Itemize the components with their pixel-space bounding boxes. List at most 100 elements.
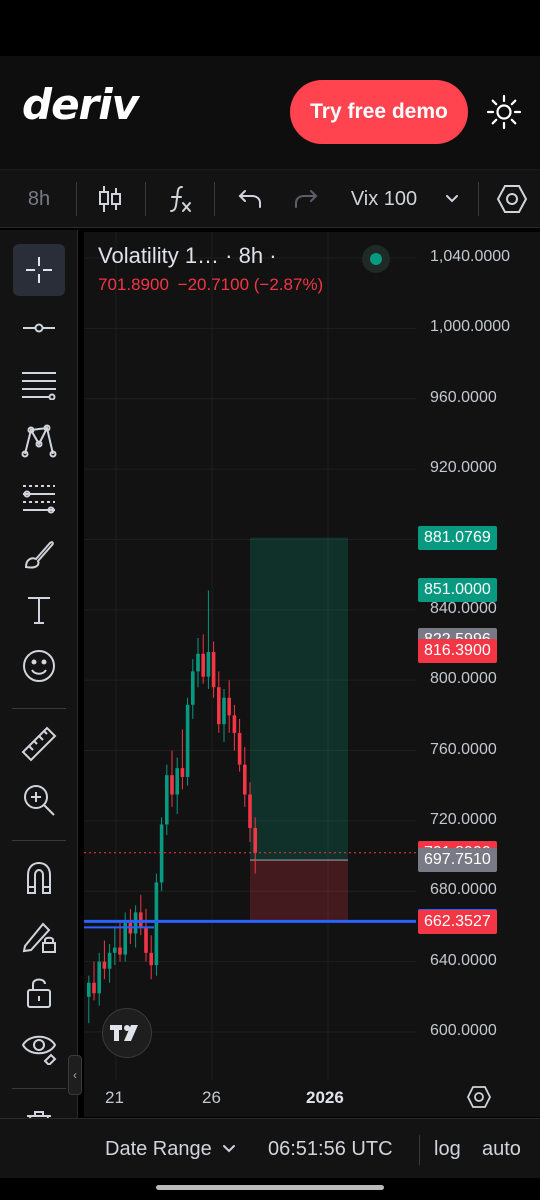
candle-body	[133, 912, 138, 934]
candle-body	[92, 982, 96, 994]
candle-body	[180, 768, 185, 777]
collapse-panel-handle[interactable]: ‹	[68, 1055, 82, 1095]
chart-legend: Volatility 1… · 8h · 701.8900 −20.7100 (…	[98, 243, 323, 295]
try-free-demo-button[interactable]: Try free demo	[290, 80, 468, 144]
long-short-position-icon[interactable]	[13, 472, 65, 524]
chart-area[interactable]	[84, 232, 540, 1117]
y-tick-label: 840.0000	[430, 599, 497, 617]
candle-body	[217, 687, 221, 725]
app-header: deriv Try free demo	[0, 56, 540, 170]
candle-body	[211, 652, 216, 688]
bottom-divider	[419, 1135, 420, 1165]
zoom-in-icon[interactable]	[13, 774, 65, 826]
candle-body	[97, 961, 101, 994]
candle-body	[139, 912, 143, 927]
ruler-icon[interactable]	[13, 718, 65, 770]
y-tick-label: 960.0000	[430, 388, 497, 406]
candlestick-chart[interactable]	[84, 232, 540, 1117]
candle-body	[165, 775, 169, 825]
toolbar-divider	[214, 182, 215, 216]
bottom-bar: Date Range 06:51:56 UTC log auto	[0, 1118, 540, 1178]
price-change: −20.7100	[177, 275, 250, 294]
chart-settings-icon[interactable]	[466, 1085, 492, 1114]
date-range-button[interactable]: Date Range	[105, 1119, 236, 1179]
candle-body	[248, 794, 252, 828]
candle-body	[232, 715, 237, 733]
horizontal-ray-icon[interactable]	[13, 302, 65, 354]
tradingview-logo[interactable]	[102, 1008, 152, 1058]
profit-zone	[250, 537, 348, 861]
candle-body	[243, 764, 247, 795]
y-tick-label: 1,040.0000	[430, 248, 511, 265]
toolbar-divider	[76, 182, 77, 216]
price-change-pct: (−2.87%)	[253, 275, 324, 294]
brush-icon[interactable]	[13, 528, 65, 580]
candle-body	[149, 952, 153, 966]
candle-body	[113, 947, 117, 953]
toolbar-divider	[145, 182, 146, 216]
candle-body	[159, 824, 164, 883]
candle-body	[102, 961, 107, 969]
chart-toolbar: 8h Vix 100	[0, 170, 540, 228]
price-tag: 662.3527	[418, 910, 497, 935]
undo-icon[interactable]	[230, 170, 270, 228]
candle-body	[175, 768, 179, 795]
deriv-logo[interactable]: deriv	[22, 80, 139, 129]
emoji-icon[interactable]	[13, 640, 65, 692]
pattern-icon[interactable]	[13, 414, 65, 466]
candles-icon[interactable]	[90, 170, 130, 228]
y-tick-label: 760.0000	[430, 740, 497, 758]
system-nav-bar	[0, 1178, 540, 1200]
text-icon[interactable]	[13, 584, 65, 636]
candle-body	[237, 732, 242, 765]
crosshair-icon[interactable]	[13, 244, 65, 296]
home-handle[interactable]	[156, 1185, 384, 1190]
magnet-icon[interactable]	[13, 852, 65, 904]
candle-body	[206, 652, 211, 677]
candle-body	[87, 982, 91, 997]
chevron-down-icon[interactable]	[440, 170, 464, 228]
toolbar-divider	[478, 182, 479, 216]
x-tick-26: 26	[202, 1088, 221, 1107]
time-axis[interactable]: 21 26 2026	[84, 1080, 540, 1118]
price-tag: 697.7510	[418, 848, 497, 873]
y-tick-label: 920.0000	[430, 459, 497, 477]
x-tick-2026: 2026	[306, 1088, 344, 1107]
indicators-icon[interactable]	[160, 170, 200, 228]
candle-body	[123, 922, 127, 955]
unlock-icon[interactable]	[13, 966, 65, 1018]
auto-scale-toggle[interactable]: auto	[482, 1137, 521, 1160]
drawing-tools-panel	[0, 230, 78, 1160]
panel-divider	[12, 1088, 66, 1089]
status-bar	[0, 0, 540, 56]
y-tick-label: 600.0000	[430, 1022, 497, 1039]
y-tick-label: 640.0000	[430, 951, 497, 969]
sun-icon[interactable]	[486, 94, 522, 130]
y-tick-label: 680.0000	[430, 881, 497, 899]
y-tick-label: 1,000.0000	[430, 318, 511, 336]
lock-drawings-icon[interactable]	[13, 910, 65, 962]
date-range-label: Date Range	[105, 1137, 212, 1160]
symbol-title[interactable]: Volatility 1… · 8h ·	[98, 243, 277, 268]
candle-body	[191, 671, 195, 705]
symbol-selector[interactable]: Vix 100	[350, 187, 418, 210]
price-tag: 851.0000	[418, 578, 497, 603]
panel-divider	[12, 708, 66, 709]
interval-selector[interactable]: 8h	[27, 187, 51, 210]
candle-body	[196, 653, 200, 672]
candle-body	[201, 653, 205, 677]
ohlc-values: 701.8900 −20.7100 (−2.87%)	[98, 275, 323, 295]
x-tick-21: 21	[105, 1088, 124, 1107]
redo-icon[interactable]	[286, 170, 326, 228]
eye-icon[interactable]	[13, 1022, 65, 1074]
settings-icon[interactable]	[492, 170, 532, 228]
candle-body	[222, 697, 226, 725]
log-toggle[interactable]: log	[434, 1137, 461, 1160]
clock-readout[interactable]: 06:51:56 UTC	[268, 1137, 393, 1160]
market-status-indicator[interactable]	[362, 245, 390, 273]
y-tick-label: 800.0000	[430, 670, 497, 688]
last-price: 701.8900	[98, 275, 169, 294]
y-tick-label: 720.0000	[430, 810, 497, 828]
candle-body	[185, 704, 190, 777]
parallel-lines-icon[interactable]	[13, 358, 65, 410]
